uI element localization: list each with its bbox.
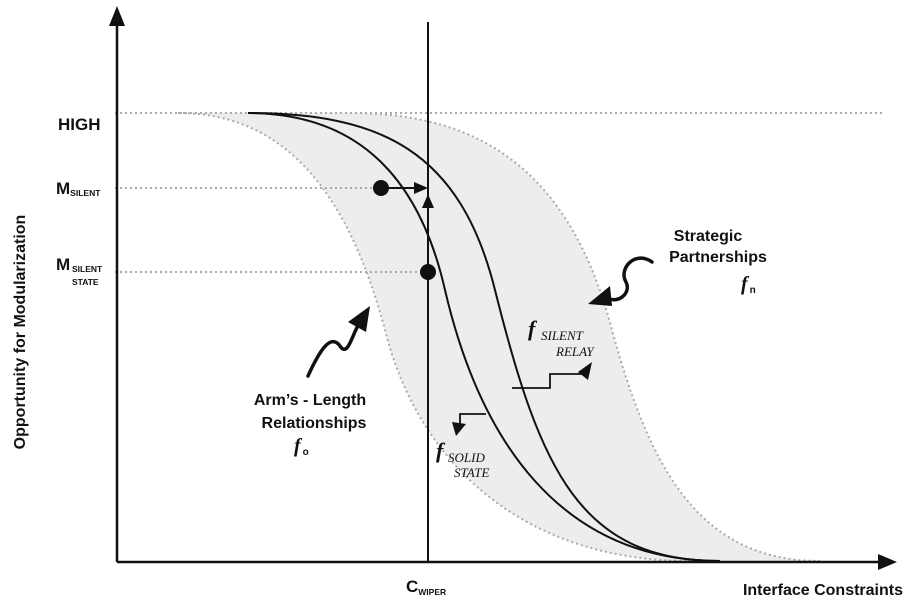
m-silent-state-point: [420, 264, 436, 280]
x-axis-label: Interface Constraints: [743, 582, 903, 599]
m-silent-label: MSILENT: [56, 179, 101, 198]
strategic-boundary: [349, 112, 821, 562]
silent-relay-sub1: SILENT: [541, 328, 584, 343]
solid-state-curve: [247, 112, 721, 562]
m-silent-state-sub2: STATE: [72, 277, 99, 287]
solid-state-sub1: SOLID: [448, 450, 485, 465]
horizontal-shift-arrowhead: [414, 182, 428, 194]
solid-state-sub2: STATE: [454, 465, 489, 480]
arms-length-line2: Relationships: [262, 415, 367, 432]
x-axis-arrowhead: [878, 554, 897, 570]
solid-state-leader: [459, 413, 486, 424]
arms-length-squiggle-arrow: [306, 320, 362, 378]
solid-state-f-symbol: f: [436, 438, 446, 463]
opportunity-band: [178, 113, 820, 561]
silent-relay-leader: [512, 373, 584, 389]
m-silent-state-label: M: [56, 255, 70, 274]
y-axis-arrowhead: [109, 6, 125, 26]
silent-relay-f-symbol: f: [528, 316, 538, 341]
m-silent-point: [373, 180, 389, 196]
strategic-line1: Strategic: [674, 228, 743, 245]
m-silent-state-sub1: SILENT: [72, 264, 103, 274]
silent-relay-curve: [247, 112, 721, 562]
strategic-squiggle-arrow: [602, 256, 654, 302]
strategic-squiggle-arrowhead: [588, 286, 612, 306]
strategic-line2: Partnerships: [669, 249, 767, 266]
vertical-shift-arrowhead: [422, 194, 434, 208]
silent-relay-sub2: RELAY: [555, 344, 595, 359]
silent-relay-leader-arrowhead: [578, 362, 592, 380]
arms-length-squiggle-arrowhead: [348, 306, 370, 332]
arms-length-line1: Arm’s - Length: [254, 392, 366, 409]
high-label: HIGH: [58, 115, 101, 134]
solid-state-leader-arrowhead: [452, 422, 466, 436]
y-axis-label: Opportunity for Modularization: [12, 215, 29, 450]
c-wiper-label: CWIPER: [406, 577, 446, 597]
arms-length-boundary: [177, 112, 691, 562]
